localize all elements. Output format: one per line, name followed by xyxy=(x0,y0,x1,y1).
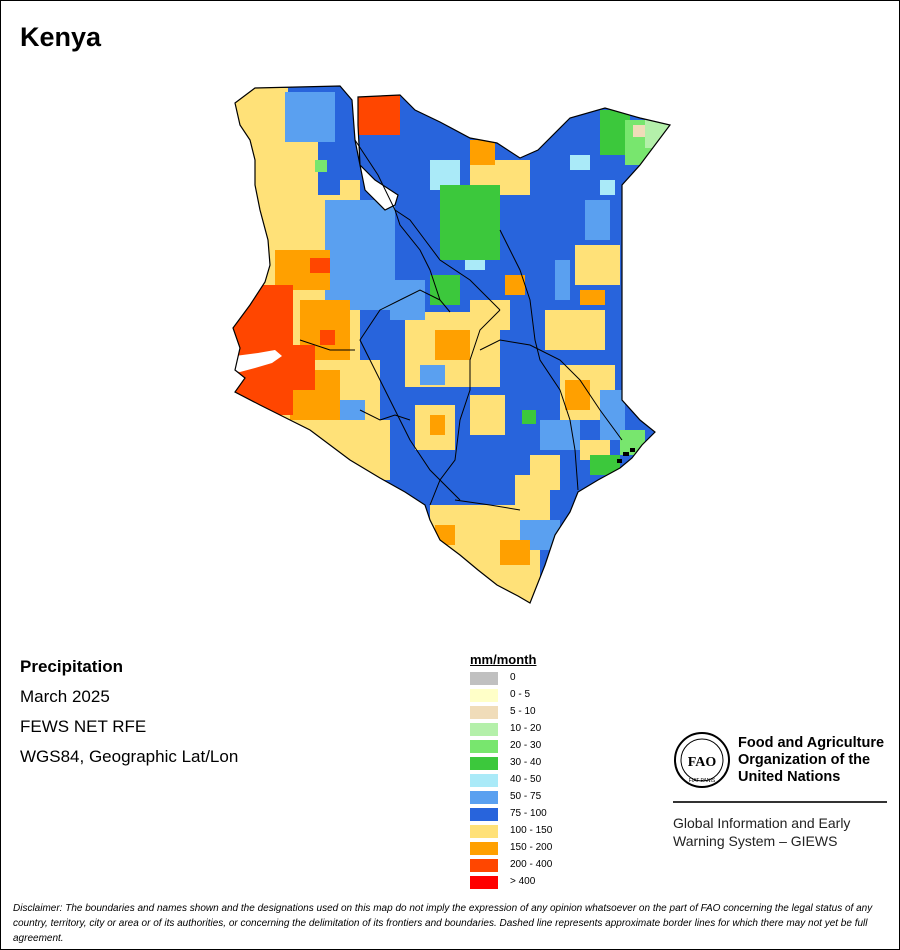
legend-swatch xyxy=(470,672,498,685)
period-label: March 2025 xyxy=(20,687,110,706)
legend-label: 30 - 40 xyxy=(510,757,542,768)
legend-swatch xyxy=(470,757,498,770)
legend-label: 20 - 30 xyxy=(510,740,542,751)
fao-logo-text: FAO xyxy=(688,755,717,770)
legend-label: > 400 xyxy=(510,876,536,887)
legend-swatch xyxy=(470,825,498,838)
legend-label: 100 - 150 xyxy=(510,825,553,836)
legend-label: 75 - 100 xyxy=(510,808,547,819)
variable-label: Precipitation xyxy=(20,657,123,676)
legend-swatch xyxy=(470,859,498,872)
legend-label: 40 - 50 xyxy=(510,774,542,785)
organization-divider xyxy=(673,801,887,803)
legend-swatch xyxy=(470,791,498,804)
disclaimer: Disclaimer: The boundaries and names sho… xyxy=(13,903,873,944)
legend-swatch xyxy=(470,774,498,787)
legend-label: 50 - 75 xyxy=(510,791,542,802)
precipitation-map xyxy=(232,85,671,604)
legend-label: 0 xyxy=(510,672,516,683)
map-title: Kenya xyxy=(20,22,102,52)
fao-logo-icon: FAO FIAT PANIS xyxy=(674,732,730,788)
giews-label: Global Information and Early Warning Sys… xyxy=(673,815,851,849)
legend-label: 150 - 200 xyxy=(510,842,553,853)
legend-swatch xyxy=(470,842,498,855)
legend-label: 200 - 400 xyxy=(510,859,553,870)
projection-label: WGS84, Geographic Lat/Lon xyxy=(20,747,239,766)
legend-label: 10 - 20 xyxy=(510,723,542,734)
legend-swatch xyxy=(470,706,498,719)
source-label: FEWS NET RFE xyxy=(20,717,147,736)
legend-label: 0 - 5 xyxy=(510,689,531,700)
legend-title: mm/month xyxy=(470,652,537,667)
legend-label: 5 - 10 xyxy=(510,706,536,717)
fao-logo-motto: FIAT PANIS xyxy=(689,778,716,784)
legend-swatch xyxy=(470,740,498,753)
legend-swatch xyxy=(470,723,498,736)
legend-swatch xyxy=(470,876,498,889)
legend-swatch xyxy=(470,808,498,821)
organization-name: Food and Agriculture Organization of the… xyxy=(738,735,885,785)
legend-swatch xyxy=(470,689,498,702)
